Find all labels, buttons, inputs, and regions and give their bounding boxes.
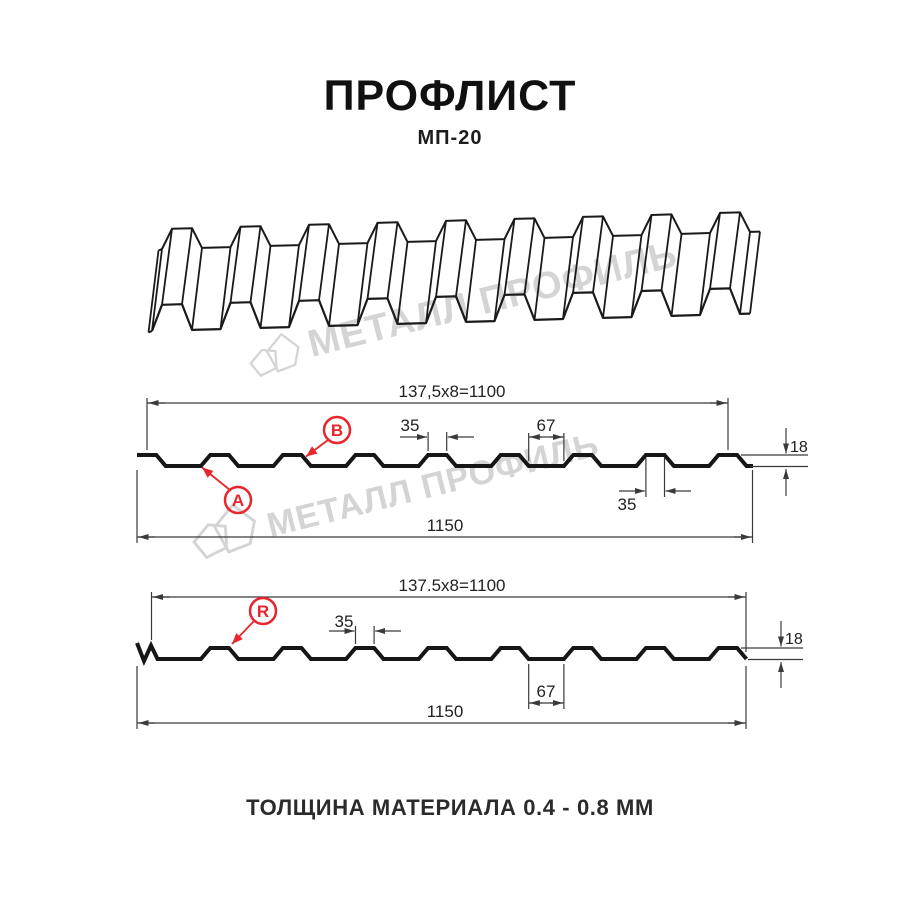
profile-outline — [135, 640, 749, 667]
dim-rib-top-width-bottom: 35 — [618, 495, 637, 514]
cross-section-r: 137.5x8=1100 35 18 67 1150 R — [135, 576, 803, 729]
dim-profile-height: 18 — [785, 631, 803, 648]
dim-valley-width: 67 — [537, 416, 556, 435]
dim-rib-top-width: 35 — [335, 612, 354, 631]
watermark-upper: МЕТАЛЛ ПРОФИЛЬ — [242, 230, 682, 382]
marker-b-letter: В — [331, 421, 343, 440]
dimension-lines — [136, 398, 808, 543]
material-thickness-note: ТОЛЩИНА МАТЕРИАЛА 0.4 - 0.8 ММ — [246, 795, 654, 820]
marker-a-letter: А — [232, 491, 244, 510]
metal-profil-logo-icon — [249, 332, 300, 378]
sheet-3d-rib-lines — [147, 212, 761, 334]
dim-valley-width: 67 — [537, 682, 556, 701]
profile-model: МП-20 — [417, 127, 483, 149]
sheet-3d-front-edge — [150, 287, 751, 332]
marker-r: R — [231, 596, 278, 645]
cross-section-a: 137,5x8=1100 35 67 18 35 1150 В А — [136, 382, 808, 543]
dimension-lines — [136, 592, 803, 729]
dim-width-formula: 137,5x8=1100 — [399, 382, 506, 401]
marker-b: В — [305, 415, 352, 458]
sheet-3d-view — [147, 211, 761, 334]
dim-overall-width: 1150 — [427, 702, 464, 721]
dim-overall-width: 1150 — [427, 516, 464, 535]
marker-a: А — [201, 466, 253, 515]
dim-width-formula: 137.5x8=1100 — [399, 576, 506, 595]
dim-rib-top-width: 35 — [401, 416, 420, 435]
page-title: ПРОФЛИСТ — [323, 72, 577, 120]
profile-outline — [137, 453, 753, 468]
marker-r-letter: R — [257, 602, 269, 621]
dim-profile-height: 18 — [790, 439, 808, 456]
